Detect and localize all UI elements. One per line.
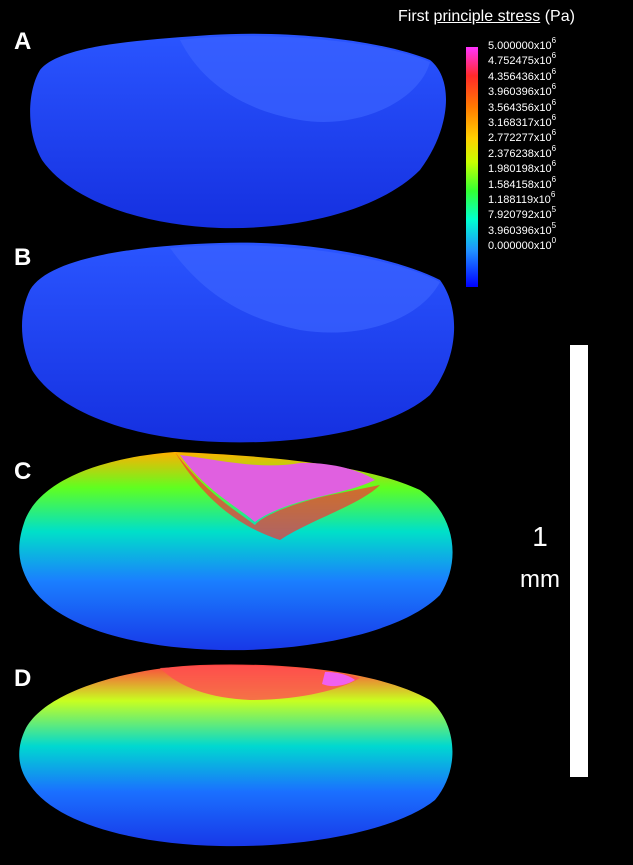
panel-label-c: C [14,458,32,485]
panel-label-a: A [14,28,32,55]
panel-label-b: B [14,244,32,271]
scale-bar-unit: mm [520,566,560,593]
panel-label-d: D [14,665,32,692]
color-scale-tick: 3.168317x106 [488,113,557,130]
color-scale-tick: 1.584158x106 [488,174,557,191]
color-scale-tick: 2.772277x106 [488,128,557,145]
color-scale-ticks: 5.000000x106 4.752475x106 4.356436x106 3.96… [488,36,557,255]
color-scale-tick: 1.980198x106 [488,159,557,176]
color-scale-tick: 3.960396x105 [488,220,557,237]
color-scale-tick: 3.960396x106 [488,82,557,99]
color-scale-bar [466,47,478,287]
legend-title: First principle stress (Pa) [398,8,575,25]
color-scale-tick: 4.752475x106 [488,51,557,68]
color-scale-tick: 1.188119x106 [488,190,556,207]
color-scale-tick: 3.564356x106 [488,97,557,114]
color-scale-tick: 7.920792x105 [488,205,557,222]
scale-bar-value: 1 [532,521,548,552]
scale-bar [570,345,588,777]
color-scale-tick: 4.356436x106 [488,66,557,83]
color-scale-tick: 0.000000x100 [488,236,557,253]
color-scale-tick: 2.376238x106 [488,143,557,160]
color-scale-tick: 5.000000x106 [488,36,557,53]
